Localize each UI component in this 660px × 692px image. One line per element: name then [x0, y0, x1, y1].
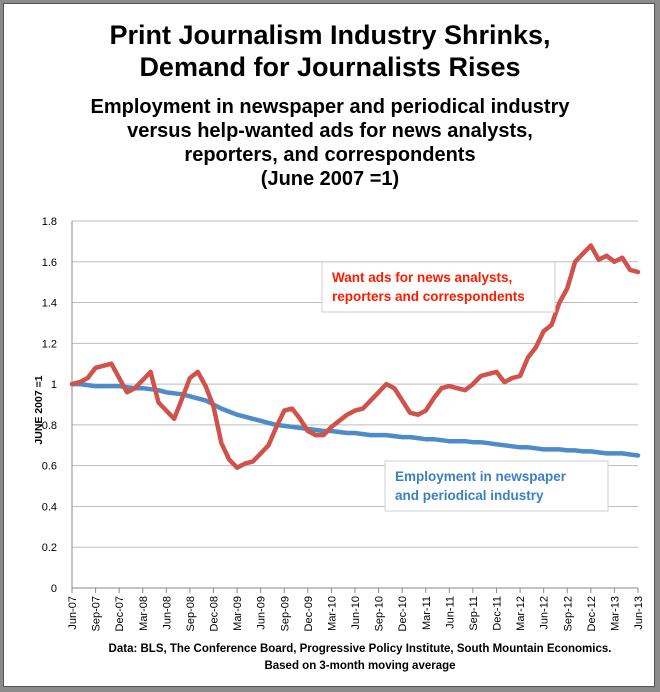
x-tick-label: Jun-11 — [444, 596, 456, 629]
y-tick-label: 0.8 — [42, 420, 57, 432]
y-axis-label: JUNE 2007 =1 — [33, 375, 45, 444]
y-tick-label: 0.4 — [42, 501, 57, 513]
footer-note: Based on 3-month moving average — [264, 660, 456, 672]
x-tick-label: Dec-08 — [209, 596, 221, 631]
y-tick-label: 1.2 — [42, 338, 57, 350]
series-label: Want ads for news analysts, — [332, 270, 512, 285]
x-tick-label: Jun-07 — [67, 596, 79, 630]
x-tick-label: Jun-10 — [350, 596, 362, 630]
chart-frame — [3, 3, 655, 687]
chart-subtitle-2: versus help-wanted ads for news analysts… — [127, 120, 533, 142]
x-tick-label: Mar-12 — [515, 596, 527, 631]
x-tick-label: Dec-07 — [114, 596, 126, 631]
x-tick-label: Sep-07 — [91, 596, 103, 631]
x-tick-label: Jun-08 — [161, 596, 173, 630]
x-tick-label: Sep-08 — [185, 596, 197, 631]
series-label-box — [384, 460, 609, 512]
chart-title: Print Journalism Industry Shrinks, — [109, 20, 551, 50]
x-tick-label: Sep-11 — [468, 596, 480, 631]
y-tick-label: 0.2 — [42, 542, 57, 554]
x-tick-label: Jun-13 — [633, 596, 645, 630]
x-tick-label: Jun-12 — [539, 596, 551, 630]
x-tick-label: Mar-08 — [138, 596, 150, 631]
x-tick-label: Dec-10 — [397, 596, 409, 631]
y-tick-label: 1 — [51, 379, 57, 391]
chart-subtitle-3: reporters, and correspondents — [184, 144, 476, 166]
y-tick-label: 1.6 — [42, 257, 57, 269]
series-label: and periodical industry — [395, 488, 544, 503]
x-tick-label: Mar-11 — [421, 596, 433, 630]
x-tick-label: Mar-13 — [609, 596, 621, 631]
y-tick-label: 1.8 — [42, 216, 57, 228]
footer-source: Data: BLS, The Conference Board, Progres… — [108, 643, 612, 655]
chart-subtitle-4: (June 2007 =1) — [260, 168, 400, 190]
x-tick-label: Dec-09 — [303, 596, 315, 631]
x-tick-label: Sep-10 — [374, 596, 386, 631]
series-label-box — [321, 261, 556, 313]
x-tick-label: Sep-12 — [562, 596, 574, 631]
x-tick-label: Dec-12 — [586, 596, 598, 631]
y-tick-label: 0.6 — [42, 461, 57, 473]
y-tick-label: 0 — [51, 583, 57, 595]
series-label: Employment in newspaper — [395, 469, 567, 484]
series-label: reporters and correspondents — [332, 289, 525, 304]
x-tick-label: Mar-09 — [232, 596, 244, 631]
chart-title-line2: Demand for Journalists Rises — [139, 52, 521, 82]
chart-subtitle-1: Employment in newspaper and periodical i… — [90, 96, 570, 118]
x-tick-label: Sep-09 — [279, 596, 291, 631]
x-tick-label: Dec-11 — [492, 596, 504, 631]
x-tick-label: Mar-10 — [326, 596, 338, 631]
x-tick-label: Jun-09 — [256, 596, 268, 630]
y-tick-label: 1.4 — [42, 298, 57, 310]
